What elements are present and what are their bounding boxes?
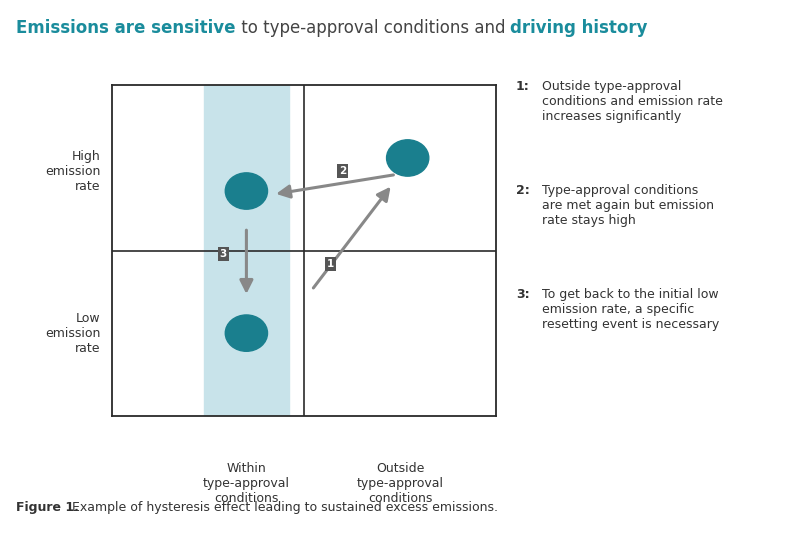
Text: 1: 1 [327,259,334,269]
Text: Figure 1.: Figure 1. [16,502,79,514]
Text: Within
type-approval
conditions: Within type-approval conditions [203,462,290,505]
Bar [204,85,289,416]
Text: 3:: 3: [516,288,530,301]
Text: Type-approval conditions
are met again but emission
rate stays high: Type-approval conditions are met again b… [542,184,714,227]
Text: 2:: 2: [516,184,530,197]
Text: Example of hysteresis effect leading to sustained excess emissions.: Example of hysteresis effect leading to … [68,502,498,514]
Text: driving history: driving history [510,19,648,37]
Text: 3: 3 [220,249,227,259]
Text: Low
emission
rate: Low emission rate [45,312,101,354]
Circle shape [226,315,267,351]
Text: Emissions are sensitive: Emissions are sensitive [16,19,235,37]
Text: 2: 2 [338,166,346,176]
Text: High
emission
rate: High emission rate [45,150,101,193]
Text: Outside
type-approval
conditions: Outside type-approval conditions [357,462,443,505]
Circle shape [386,140,429,176]
Text: To get back to the initial low
emission rate, a specific
resetting event is nece: To get back to the initial low emission … [542,288,720,331]
Text: to type-approval conditions and: to type-approval conditions and [235,19,510,37]
Circle shape [226,173,267,209]
Text: 1:: 1: [516,80,530,93]
Text: Outside type-approval
conditions and emission rate
increases significantly: Outside type-approval conditions and emi… [542,80,723,123]
